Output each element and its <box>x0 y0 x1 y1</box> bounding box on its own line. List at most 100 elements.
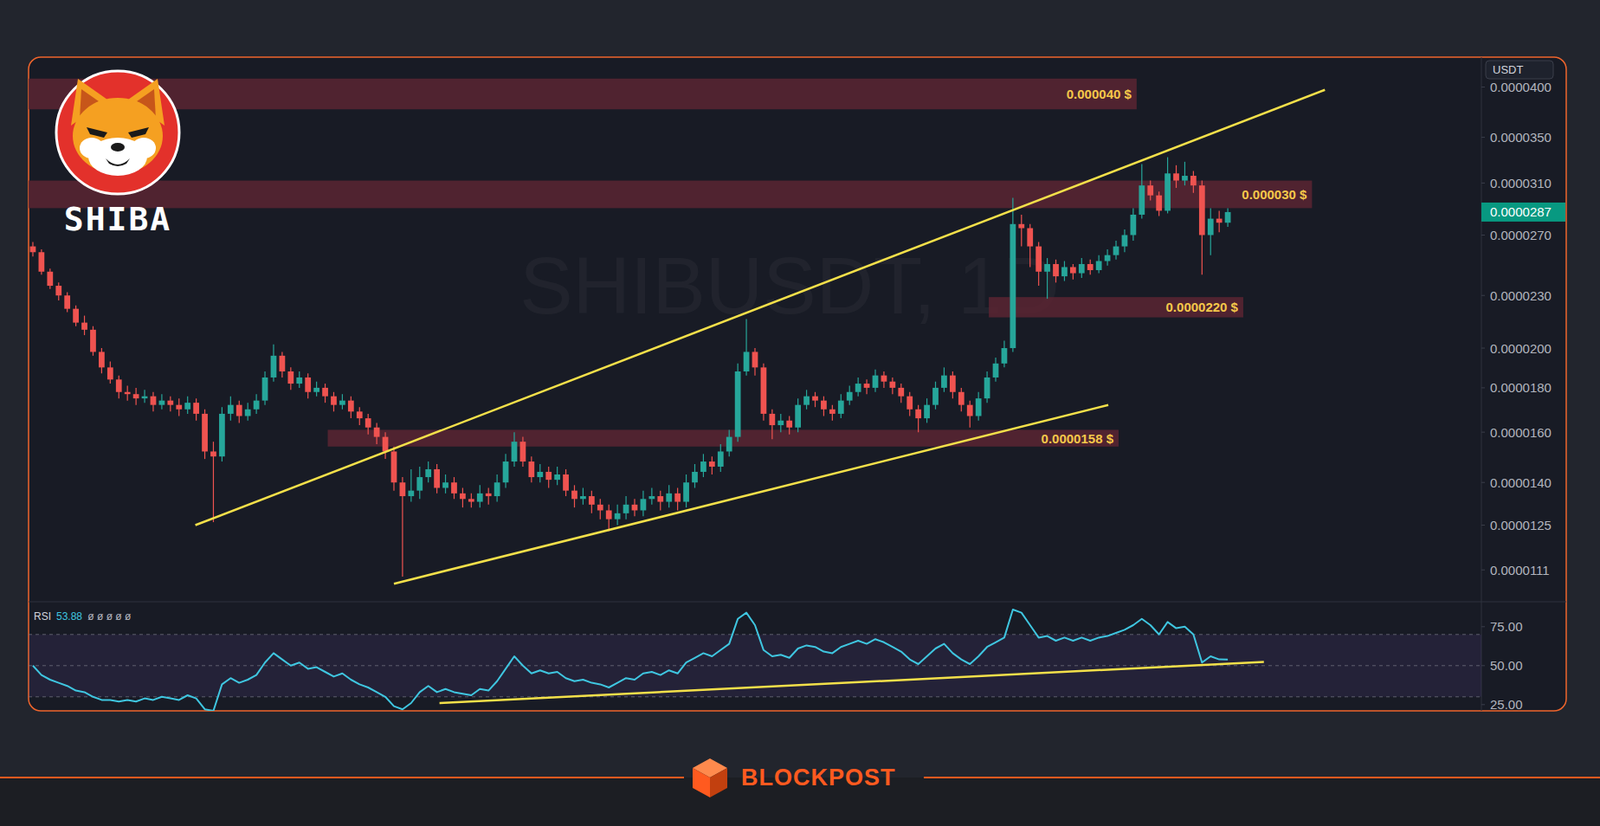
candle-body <box>528 461 535 478</box>
candle-body <box>210 451 217 457</box>
tick-label: 25.00 <box>1490 696 1523 712</box>
zones <box>28 78 1312 447</box>
candle-body <box>1122 234 1129 246</box>
tick-mark <box>1481 432 1485 433</box>
candle-body <box>993 363 1000 378</box>
candle-body <box>743 351 750 372</box>
candle-body <box>287 371 294 384</box>
candle-wick <box>1184 161 1186 186</box>
candle-body <box>304 377 311 393</box>
candle-body <box>416 477 423 491</box>
candle-body <box>683 482 690 502</box>
candle-body <box>1035 246 1042 272</box>
candle-body <box>1070 266 1077 273</box>
tick-label: 0.0000230 <box>1490 288 1552 304</box>
tick-mark <box>1481 664 1485 666</box>
candle-body <box>665 493 672 503</box>
candle-body <box>545 471 552 480</box>
pane-divider <box>28 601 1567 603</box>
zone <box>28 180 1312 209</box>
candle-body <box>1104 255 1111 262</box>
candle-body <box>1052 264 1059 277</box>
candle-body <box>64 295 71 309</box>
candle-body <box>958 392 965 406</box>
tick-mark <box>1481 625 1485 627</box>
candle-body <box>1155 195 1162 212</box>
candle-body <box>700 461 707 472</box>
candle-body <box>562 474 569 491</box>
candle-body <box>906 396 913 410</box>
candle-body <box>365 418 372 428</box>
candle-body <box>1009 224 1016 349</box>
candle-body <box>768 413 775 426</box>
tick-mark <box>1481 482 1485 484</box>
candle-body <box>201 413 208 452</box>
candle-body <box>245 409 252 417</box>
candle-body <box>889 381 896 388</box>
candle-body <box>459 493 466 499</box>
candle-body <box>494 482 501 497</box>
rsi-axis: 25.0050.0075.00 <box>1481 619 1523 712</box>
candle-body <box>984 377 991 399</box>
legend-name: RSI <box>33 610 52 623</box>
candle-body <box>623 504 630 514</box>
candles <box>30 157 1232 578</box>
last-price-label: 0.0000287 <box>1490 204 1552 220</box>
candle-body <box>30 246 37 253</box>
candle-body <box>38 251 46 271</box>
candle-body <box>167 400 174 406</box>
trendlines <box>195 90 1326 584</box>
candle-body <box>159 400 166 406</box>
footer-text: BLOCKPOST <box>741 764 897 791</box>
candle-body <box>1147 185 1154 195</box>
candle-body <box>1207 219 1214 236</box>
cube-right <box>709 767 728 798</box>
tick-mark <box>1481 703 1485 705</box>
tick-mark <box>1481 234 1485 236</box>
candle-body <box>614 513 621 520</box>
candle-body <box>1164 173 1171 211</box>
candle-body <box>116 379 123 392</box>
candle-body <box>881 375 888 382</box>
candle-body <box>786 420 793 428</box>
price-axis: 0.00001110.00001250.00001400.00001600.00… <box>1481 79 1552 578</box>
unit-box <box>1485 60 1554 79</box>
logo-cheek <box>131 137 156 159</box>
candle-body <box>1113 246 1120 256</box>
candle-body <box>391 451 398 483</box>
tick-label: 0.0000200 <box>1490 341 1552 356</box>
zone-label: 0.000040 $ <box>1066 86 1133 102</box>
candle-wick <box>410 469 412 503</box>
candle-body <box>941 375 948 388</box>
candle-body <box>1044 264 1051 272</box>
candle-wick <box>488 487 490 504</box>
candle-body <box>975 398 982 416</box>
candle-body <box>1216 219 1223 224</box>
logo <box>56 70 180 194</box>
candle-body <box>536 471 543 478</box>
candle-body <box>270 355 278 378</box>
candle-body <box>227 405 234 414</box>
candle-body <box>812 396 819 401</box>
candle-body <box>735 371 742 438</box>
footer-rule <box>0 776 684 779</box>
rsi-level <box>28 633 1482 635</box>
rsi-level <box>28 664 1482 666</box>
candle-body <box>356 411 363 419</box>
candle-body <box>511 441 518 462</box>
candle-body <box>580 496 587 499</box>
candle-body <box>777 420 784 426</box>
candle-body <box>520 441 527 462</box>
candle-body <box>330 396 337 406</box>
tick-mark <box>1481 86 1485 88</box>
candle-body <box>1173 173 1180 181</box>
candle-body <box>691 471 698 483</box>
chart-frame <box>28 57 1567 711</box>
candle-body <box>262 377 269 401</box>
candle-body <box>98 351 105 368</box>
logo-text: SHIBA <box>64 200 172 239</box>
tick-label: 75.00 <box>1490 619 1523 634</box>
candle-body <box>451 482 458 494</box>
trendline <box>393 405 1109 585</box>
candle-body <box>1199 185 1206 235</box>
